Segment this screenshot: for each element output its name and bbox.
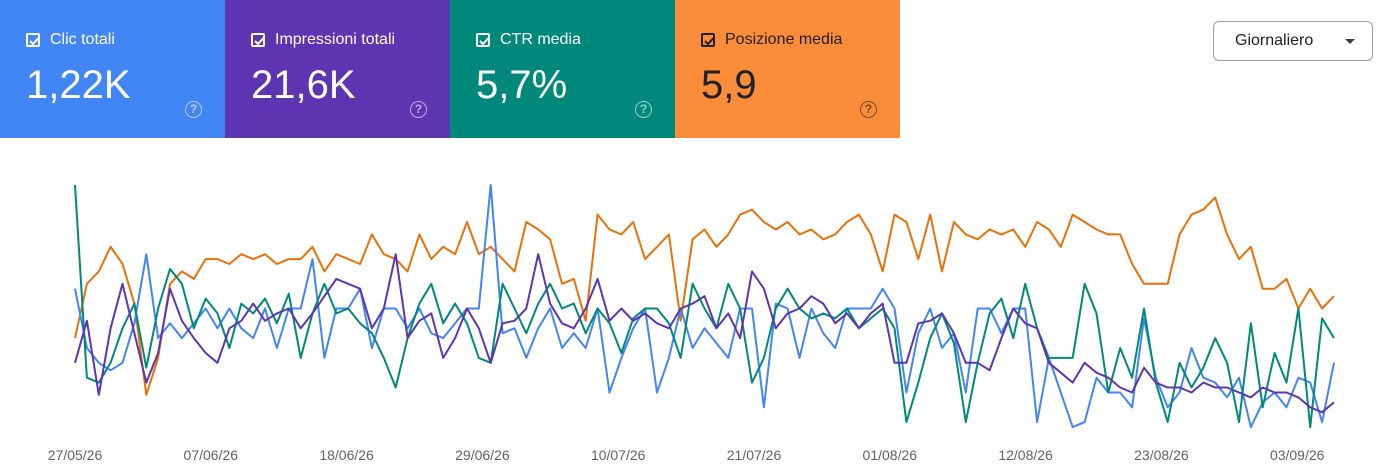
- help-icon[interactable]: ?: [410, 101, 427, 118]
- metric-label: Posizione media: [725, 31, 843, 48]
- x-tick-label: 29/06/26: [455, 447, 510, 463]
- x-tick-label: 01/08/26: [863, 447, 918, 463]
- x-tick-label: 07/06/26: [184, 447, 239, 463]
- x-tick-label: 27/05/26: [48, 447, 103, 463]
- help-icon[interactable]: ?: [860, 101, 877, 118]
- checkbox-checked-icon[interactable]: [26, 33, 40, 47]
- metric-label: Clic totali: [50, 31, 115, 48]
- metric-card-ctr[interactable]: CTR media 5,7% ?: [450, 0, 675, 138]
- dropdown-label: Giornaliero: [1235, 32, 1314, 49]
- x-tick-label: 10/07/26: [591, 447, 646, 463]
- x-tick-label: 21/07/26: [727, 447, 782, 463]
- metric-cards: Clic totali 1,22K ? Impressioni totali 2…: [0, 0, 900, 138]
- checkbox-checked-icon[interactable]: [251, 33, 265, 47]
- x-axis-ticks: 27/05/26 07/06/26 18/06/26 29/06/26 10/07/26…: [48, 447, 1325, 463]
- metric-card-clicks[interactable]: Clic totali 1,22K ?: [0, 0, 225, 138]
- x-tick-label: 12/08/26: [998, 447, 1053, 463]
- performance-line-chart[interactable]: 27/05/26 07/06/26 18/06/26 29/06/26 10/07/26…: [0, 140, 1396, 464]
- granularity-dropdown[interactable]: Giornaliero: [1213, 21, 1373, 61]
- metric-value: 1,22K: [26, 63, 131, 107]
- help-icon[interactable]: ?: [635, 101, 652, 118]
- series-line-clic-totali[interactable]: [74, 184, 1335, 429]
- series-layer: [74, 184, 1335, 429]
- x-tick-label: 18/06/26: [319, 447, 374, 463]
- metric-card-position[interactable]: Posizione media 5,9 ?: [675, 0, 900, 138]
- dropdown-arrow-icon: [1345, 39, 1355, 44]
- x-tick-label: 23/08/26: [1134, 447, 1189, 463]
- x-tick-label: 03/09/26: [1270, 447, 1325, 463]
- checkbox-checked-icon[interactable]: [701, 33, 715, 47]
- metric-label: Impressioni totali: [275, 31, 396, 48]
- series-line-impressioni-totali[interactable]: [74, 253, 1335, 414]
- metric-value: 5,9: [701, 63, 757, 107]
- metric-value: 5,7%: [476, 63, 568, 107]
- metric-value: 21,6K: [251, 63, 356, 107]
- checkbox-checked-icon[interactable]: [476, 33, 490, 47]
- series-line-posizione-media[interactable]: [74, 196, 1335, 396]
- metric-card-impressions[interactable]: Impressioni totali 21,6K ?: [225, 0, 450, 138]
- metric-label: CTR media: [500, 31, 581, 48]
- series-line-ctr-media[interactable]: [74, 184, 1335, 429]
- help-icon[interactable]: ?: [185, 101, 202, 118]
